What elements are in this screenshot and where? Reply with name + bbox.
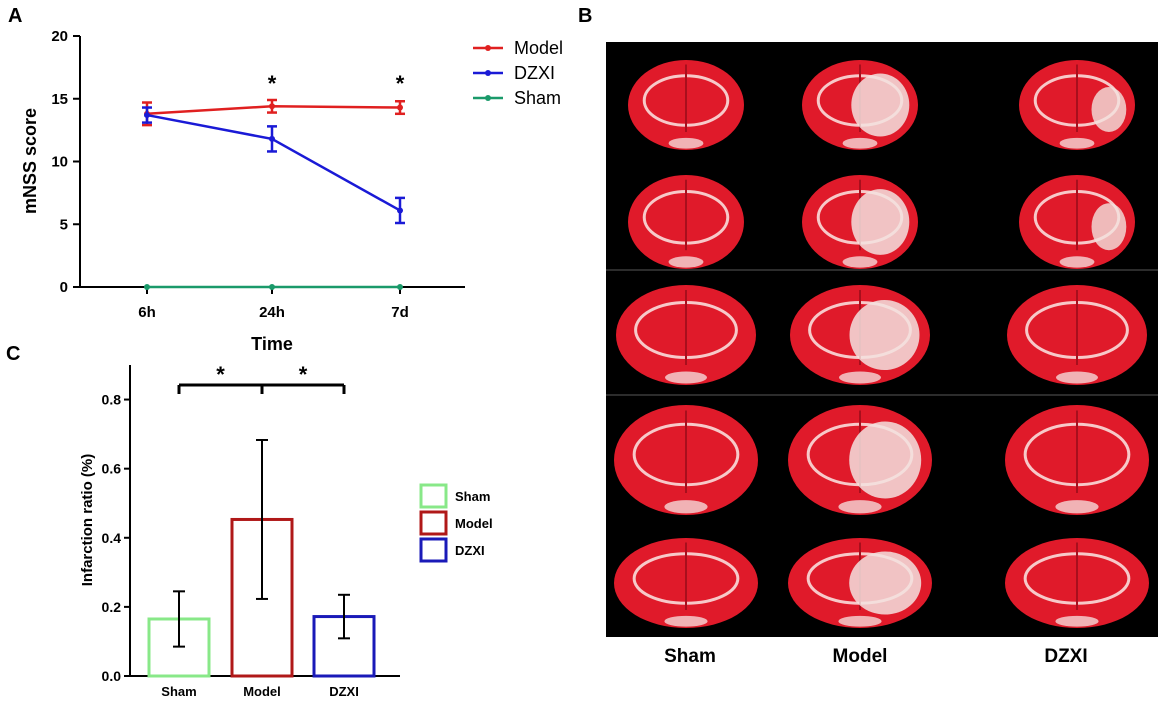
image-label-dzxi: DZXI: [1044, 646, 1087, 667]
a-x-tick-label-24h: 24h: [259, 304, 285, 321]
slice-highlight: [668, 137, 704, 149]
c-significance-star: *: [299, 362, 308, 387]
c-legend-swatch-sham: [419, 483, 448, 509]
c-significance-star: *: [216, 362, 225, 387]
slice-highlight: [838, 615, 882, 627]
c-y-tick-label: 0.0: [102, 668, 122, 684]
bar-chart-infarction: 0.00.20.40.60.8 Sham Model DZXI * * ShamMod…: [79, 362, 493, 699]
slice-infarct: [849, 551, 922, 615]
a-y-tick-label: 15: [51, 91, 68, 108]
c-x-tick-label-dzxi: DZXI: [329, 684, 359, 699]
a-legend-marker-sham: [485, 95, 491, 101]
brain-slice: [1007, 285, 1147, 385]
brain-slice: [628, 60, 744, 150]
slice-infarct: [1091, 203, 1127, 251]
a-significance-star: *: [268, 71, 277, 96]
slice-infarct: [849, 300, 920, 370]
slice-highlight: [1055, 615, 1099, 627]
c-y-tick-label: 0.2: [102, 599, 122, 615]
slice-highlight: [839, 371, 881, 384]
a-x-axis-title: Time: [251, 334, 293, 354]
slice-highlight: [665, 371, 707, 384]
brain-slice: [1019, 175, 1135, 269]
slice-highlight: [1059, 137, 1095, 149]
slice-infarct: [851, 189, 910, 255]
c-x-tick-label-model: Model: [243, 684, 281, 699]
a-legend-label-model: Model: [514, 38, 563, 58]
c-legend-label-sham: Sham: [455, 489, 490, 504]
slice-highlight: [668, 256, 704, 268]
image-label-sham: Sham: [664, 646, 716, 667]
a-y-tick-label: 10: [51, 154, 68, 171]
c-y-axis-title: Infarction ratio (%): [79, 454, 96, 587]
slice-infarct: [851, 73, 910, 137]
brain-slice: [614, 538, 758, 628]
slice-highlight: [1059, 256, 1095, 268]
slice-highlight: [838, 500, 882, 514]
brain-slice: [1005, 405, 1149, 515]
a-x-tick-label-7d: 7d: [391, 304, 409, 321]
a-series-group: * *: [142, 71, 405, 290]
brain-slice: [616, 285, 756, 385]
c-y-tick-label: 0.4: [102, 530, 122, 546]
slice-highlight: [664, 615, 708, 627]
panel-letter-a: A: [8, 5, 22, 27]
a-point-model: [397, 104, 403, 111]
slice-highlight: [1056, 371, 1098, 384]
c-legend-label-dzxi: DZXI: [455, 543, 485, 558]
a-x-tick-label-6h: 6h: [138, 304, 156, 321]
a-point-model: [269, 103, 275, 110]
c-legend-swatch-model: [419, 510, 448, 536]
brain-slice: [788, 405, 932, 515]
panel-letter-c: C: [6, 343, 20, 365]
slice-highlight: [664, 500, 708, 514]
slice-infarct: [849, 421, 922, 499]
c-y-tick-label: 0.6: [102, 461, 122, 477]
a-point-dzxi: [269, 135, 275, 142]
a-y-axis-title: mNSS score: [20, 108, 40, 214]
a-legend: Model DZXI Sham: [473, 38, 563, 108]
brain-slices-image: Sham Model DZXI: [606, 42, 1158, 667]
c-axes: 0.0 0.2 0.4 0.6 0.8: [102, 365, 400, 684]
a-significance-star: *: [396, 71, 405, 96]
c-legend-label-model: Model: [455, 516, 493, 531]
c-legend-swatch-dzxi: [419, 537, 448, 563]
a-point-sham: [397, 284, 403, 290]
brain-slice: [614, 405, 758, 515]
brain-slice: [802, 60, 918, 150]
c-legend: Sham Model DZXI: [419, 483, 493, 563]
a-legend-label-sham: Sham: [514, 88, 561, 108]
c-bars-group: Sham Model DZXI: [147, 438, 376, 699]
brain-slice: [790, 285, 930, 385]
a-point-sham: [269, 284, 275, 290]
brain-slice: [802, 175, 918, 269]
brain-slice: [788, 538, 932, 628]
c-significance: * *: [177, 362, 346, 394]
brain-slice: [1005, 538, 1149, 628]
c-y-tick-label: 0.8: [102, 392, 122, 408]
brain-slice: [628, 175, 744, 269]
a-point-sham: [144, 284, 150, 290]
image-label-model: Model: [833, 646, 888, 667]
slice-highlight: [842, 256, 878, 268]
brain-slice: [1019, 60, 1135, 150]
a-point-dzxi: [397, 207, 403, 214]
slice-highlight: [842, 137, 878, 149]
a-y-tick-label: 20: [51, 28, 68, 45]
slice-infarct: [1091, 87, 1127, 132]
a-y-tick-label: 0: [60, 279, 68, 296]
a-legend-marker-dzxi: [485, 70, 491, 76]
panel-letter-b: B: [578, 5, 592, 27]
slice-highlight: [1055, 500, 1099, 514]
c-x-tick-label-sham: Sham: [161, 684, 196, 699]
a-point-dzxi: [144, 112, 150, 119]
a-legend-marker-model: [485, 45, 491, 51]
a-y-tick-label: 5: [60, 216, 68, 233]
a-legend-label-dzxi: DZXI: [514, 63, 555, 83]
a-series-line-dzxi: [146, 113, 401, 212]
